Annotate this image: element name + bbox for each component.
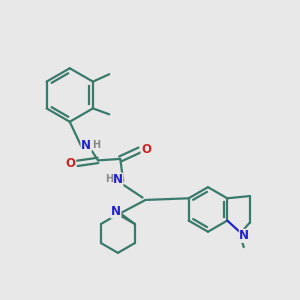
Text: N: N: [239, 229, 249, 242]
Text: N: N: [113, 173, 123, 186]
Text: O: O: [141, 143, 151, 157]
Text: O: O: [66, 157, 76, 170]
Text: N: N: [111, 205, 121, 218]
Text: N: N: [81, 139, 91, 152]
Text: H: H: [92, 140, 100, 150]
Text: H: H: [105, 174, 113, 184]
